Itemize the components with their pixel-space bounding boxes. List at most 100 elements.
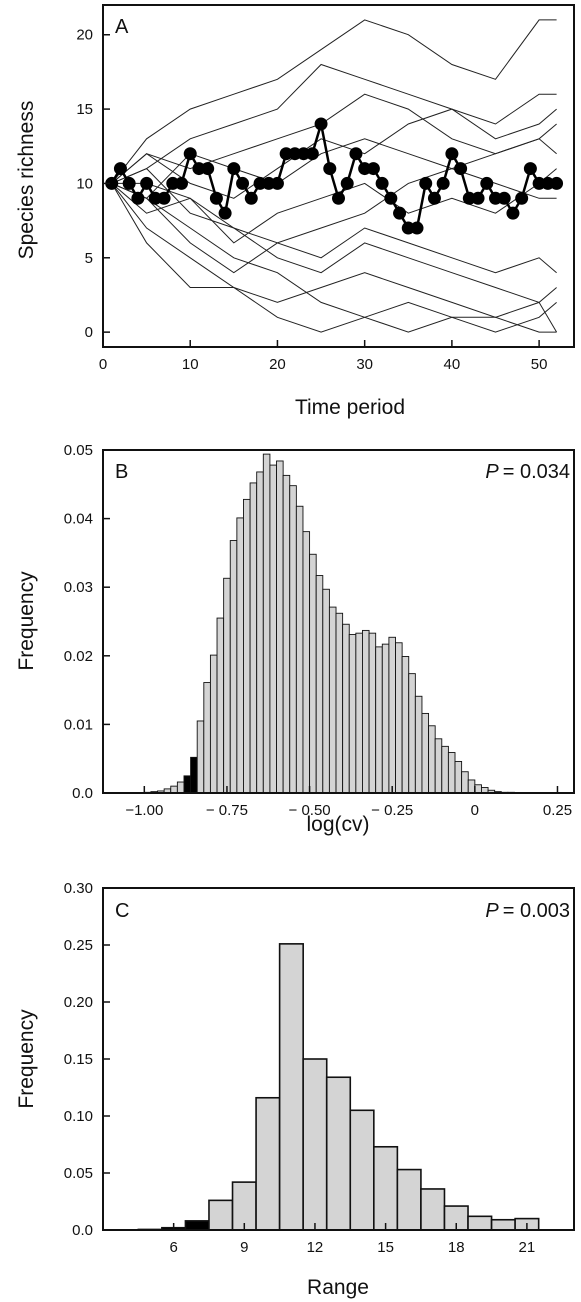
panel-c-x-tick-label: 18 <box>448 1239 465 1256</box>
panel-a-series-line <box>111 168 558 333</box>
panel-b-bar <box>170 785 178 794</box>
panel-a-chart: A 0 10 20 30 40 50 0 5 10 15 20 Time period Speci… <box>15 4 575 419</box>
panel-c-bar <box>420 1188 446 1231</box>
panel-c-p-value: P = 0.003 <box>485 900 570 922</box>
panel-a-highlight-point <box>131 191 145 205</box>
panel-b-bar <box>276 460 284 794</box>
panel-b-y-tick-label: 0.0 <box>72 785 93 802</box>
panel-a-highlight-point <box>157 191 171 205</box>
panel-b-bar <box>447 752 456 794</box>
panel-b-bar <box>236 517 244 794</box>
panel-b-bar <box>474 784 482 794</box>
panel-b-y-tick-label: 0.03 <box>64 579 93 596</box>
panel-a-x-tick-label: 30 <box>356 356 373 373</box>
panel-a-x-tick-label: 50 <box>531 356 548 373</box>
panel-a-highlight-point <box>332 191 345 205</box>
panel-c-y-tick-label: 0.25 <box>64 937 93 954</box>
panel-a-x-tick-label: 10 <box>182 356 199 373</box>
panel-a-series-line <box>111 19 557 184</box>
panel-b-chart: B P = 0.034 −1.00− 0.75− 0.50− 0.25 0 0.25 … <box>15 442 575 836</box>
panel-a-highlight-point <box>140 176 154 190</box>
panel-b-bar <box>388 636 396 794</box>
panel-a-x-axis-label: Time period <box>295 396 405 419</box>
panel-b-bar <box>395 642 403 794</box>
panel-c-letter: C <box>115 900 129 922</box>
panel-a-highlight-point <box>113 162 127 176</box>
panel-a-highlight-point <box>506 206 520 220</box>
panel-a-highlight-point <box>393 206 407 220</box>
panel-b-bar <box>375 646 383 794</box>
panel-b-bar <box>289 485 297 794</box>
panel-a-series-line <box>111 182 557 333</box>
panel-b-bar <box>322 588 330 794</box>
panel-a-y-tick-label: 5 <box>85 250 93 267</box>
panel-c-y-ticks: 0.0 0.05 0.10 0.15 0.20 0.25 0.30 <box>64 880 110 1239</box>
panel-c-y-tick-label: 0.20 <box>64 994 93 1011</box>
panel-c-x-axis-label: Range <box>307 1276 369 1299</box>
panel-b-bar <box>295 505 304 794</box>
panel-b-bar <box>401 656 410 794</box>
panel-a-highlight-point <box>305 147 319 161</box>
panel-a-x-tick-label: 20 <box>269 356 286 373</box>
panel-b-frame <box>102 449 575 794</box>
panel-c-bar <box>208 1199 234 1231</box>
panel-b-bar <box>216 617 225 794</box>
panel-a-highlight-point <box>122 176 136 190</box>
panel-a-y-ticks: 0 5 10 15 20 <box>76 27 110 341</box>
panel-a-highlight-point <box>427 191 441 205</box>
panel-b-bar <box>335 612 344 794</box>
panel-a-highlight-point <box>175 176 188 190</box>
panel-b-bar <box>249 482 258 794</box>
panel-a-x-tick-label: 0 <box>99 356 107 373</box>
panel-b-bar <box>342 623 350 794</box>
panel-a-highlight-point <box>323 162 337 176</box>
panel-a-frame <box>102 4 575 348</box>
panel-a-series-line <box>111 183 557 333</box>
panel-b-bar <box>421 712 430 794</box>
panel-b-x-tick-label: 0 <box>471 802 479 819</box>
panel-b-x-tick-label: − 0.50 <box>289 802 331 819</box>
panel-b-bar <box>282 474 291 794</box>
panel-a-highlight-point <box>454 162 468 176</box>
panel-b-x-tick-label: 0.25 <box>543 802 572 819</box>
panel-c-bar <box>490 1218 516 1231</box>
panel-b-bar <box>269 464 277 794</box>
panel-a-highlight-point <box>236 176 250 190</box>
panel-a-highlight-point <box>445 147 459 161</box>
panel-b-bar <box>355 632 363 794</box>
panel-c-x-ticks: 6 9 12 15 18 21 <box>169 1223 535 1256</box>
panel-b-bar <box>434 738 443 794</box>
panel-a-highlight-point <box>480 176 494 190</box>
panel-b-bar-highlight <box>183 775 192 794</box>
panel-c-bar <box>396 1168 422 1231</box>
panel-c-y-tick-label: 0.0 <box>72 1222 93 1239</box>
panel-a-highlight-point <box>419 176 433 190</box>
panel-c-bar <box>278 943 304 1231</box>
panel-a-highlight-point <box>340 176 354 190</box>
panel-c-bar-highlight <box>184 1220 210 1231</box>
panel-b-bar <box>328 606 337 794</box>
panel-a-highlight-point <box>410 221 424 235</box>
panel-a-highlight-point <box>218 206 232 220</box>
panel-b-y-ticks: 0.0 0.01 0.02 0.03 0.04 0.05 <box>64 442 110 802</box>
panel-b-bar <box>454 760 463 794</box>
panel-b-bar <box>302 531 311 794</box>
panel-b-bar <box>176 781 185 794</box>
panel-a-highlight-point <box>201 162 215 176</box>
panel-a-highlight-point <box>105 176 119 190</box>
panel-b-bar <box>262 453 271 794</box>
panel-a-highlight-point <box>183 147 197 161</box>
panel-a-highlight-point <box>349 147 363 161</box>
panel-c-bar <box>255 1096 281 1231</box>
panel-b-y-axis-label: Frequency <box>15 571 38 671</box>
panel-a-y-tick-label: 15 <box>76 101 93 118</box>
panel-b-bar <box>348 634 357 794</box>
panel-b-letter: B <box>115 461 128 483</box>
panel-a-y-tick-label: 10 <box>76 175 93 192</box>
panel-a-highlight-point <box>366 162 380 176</box>
panel-b-p-number: = 0.034 <box>503 461 570 483</box>
panel-a-series-group <box>111 19 558 333</box>
panel-c-y-tick-label: 0.10 <box>64 1108 93 1125</box>
panel-b-y-tick-label: 0.04 <box>64 511 93 528</box>
panel-c-bars <box>137 943 540 1231</box>
